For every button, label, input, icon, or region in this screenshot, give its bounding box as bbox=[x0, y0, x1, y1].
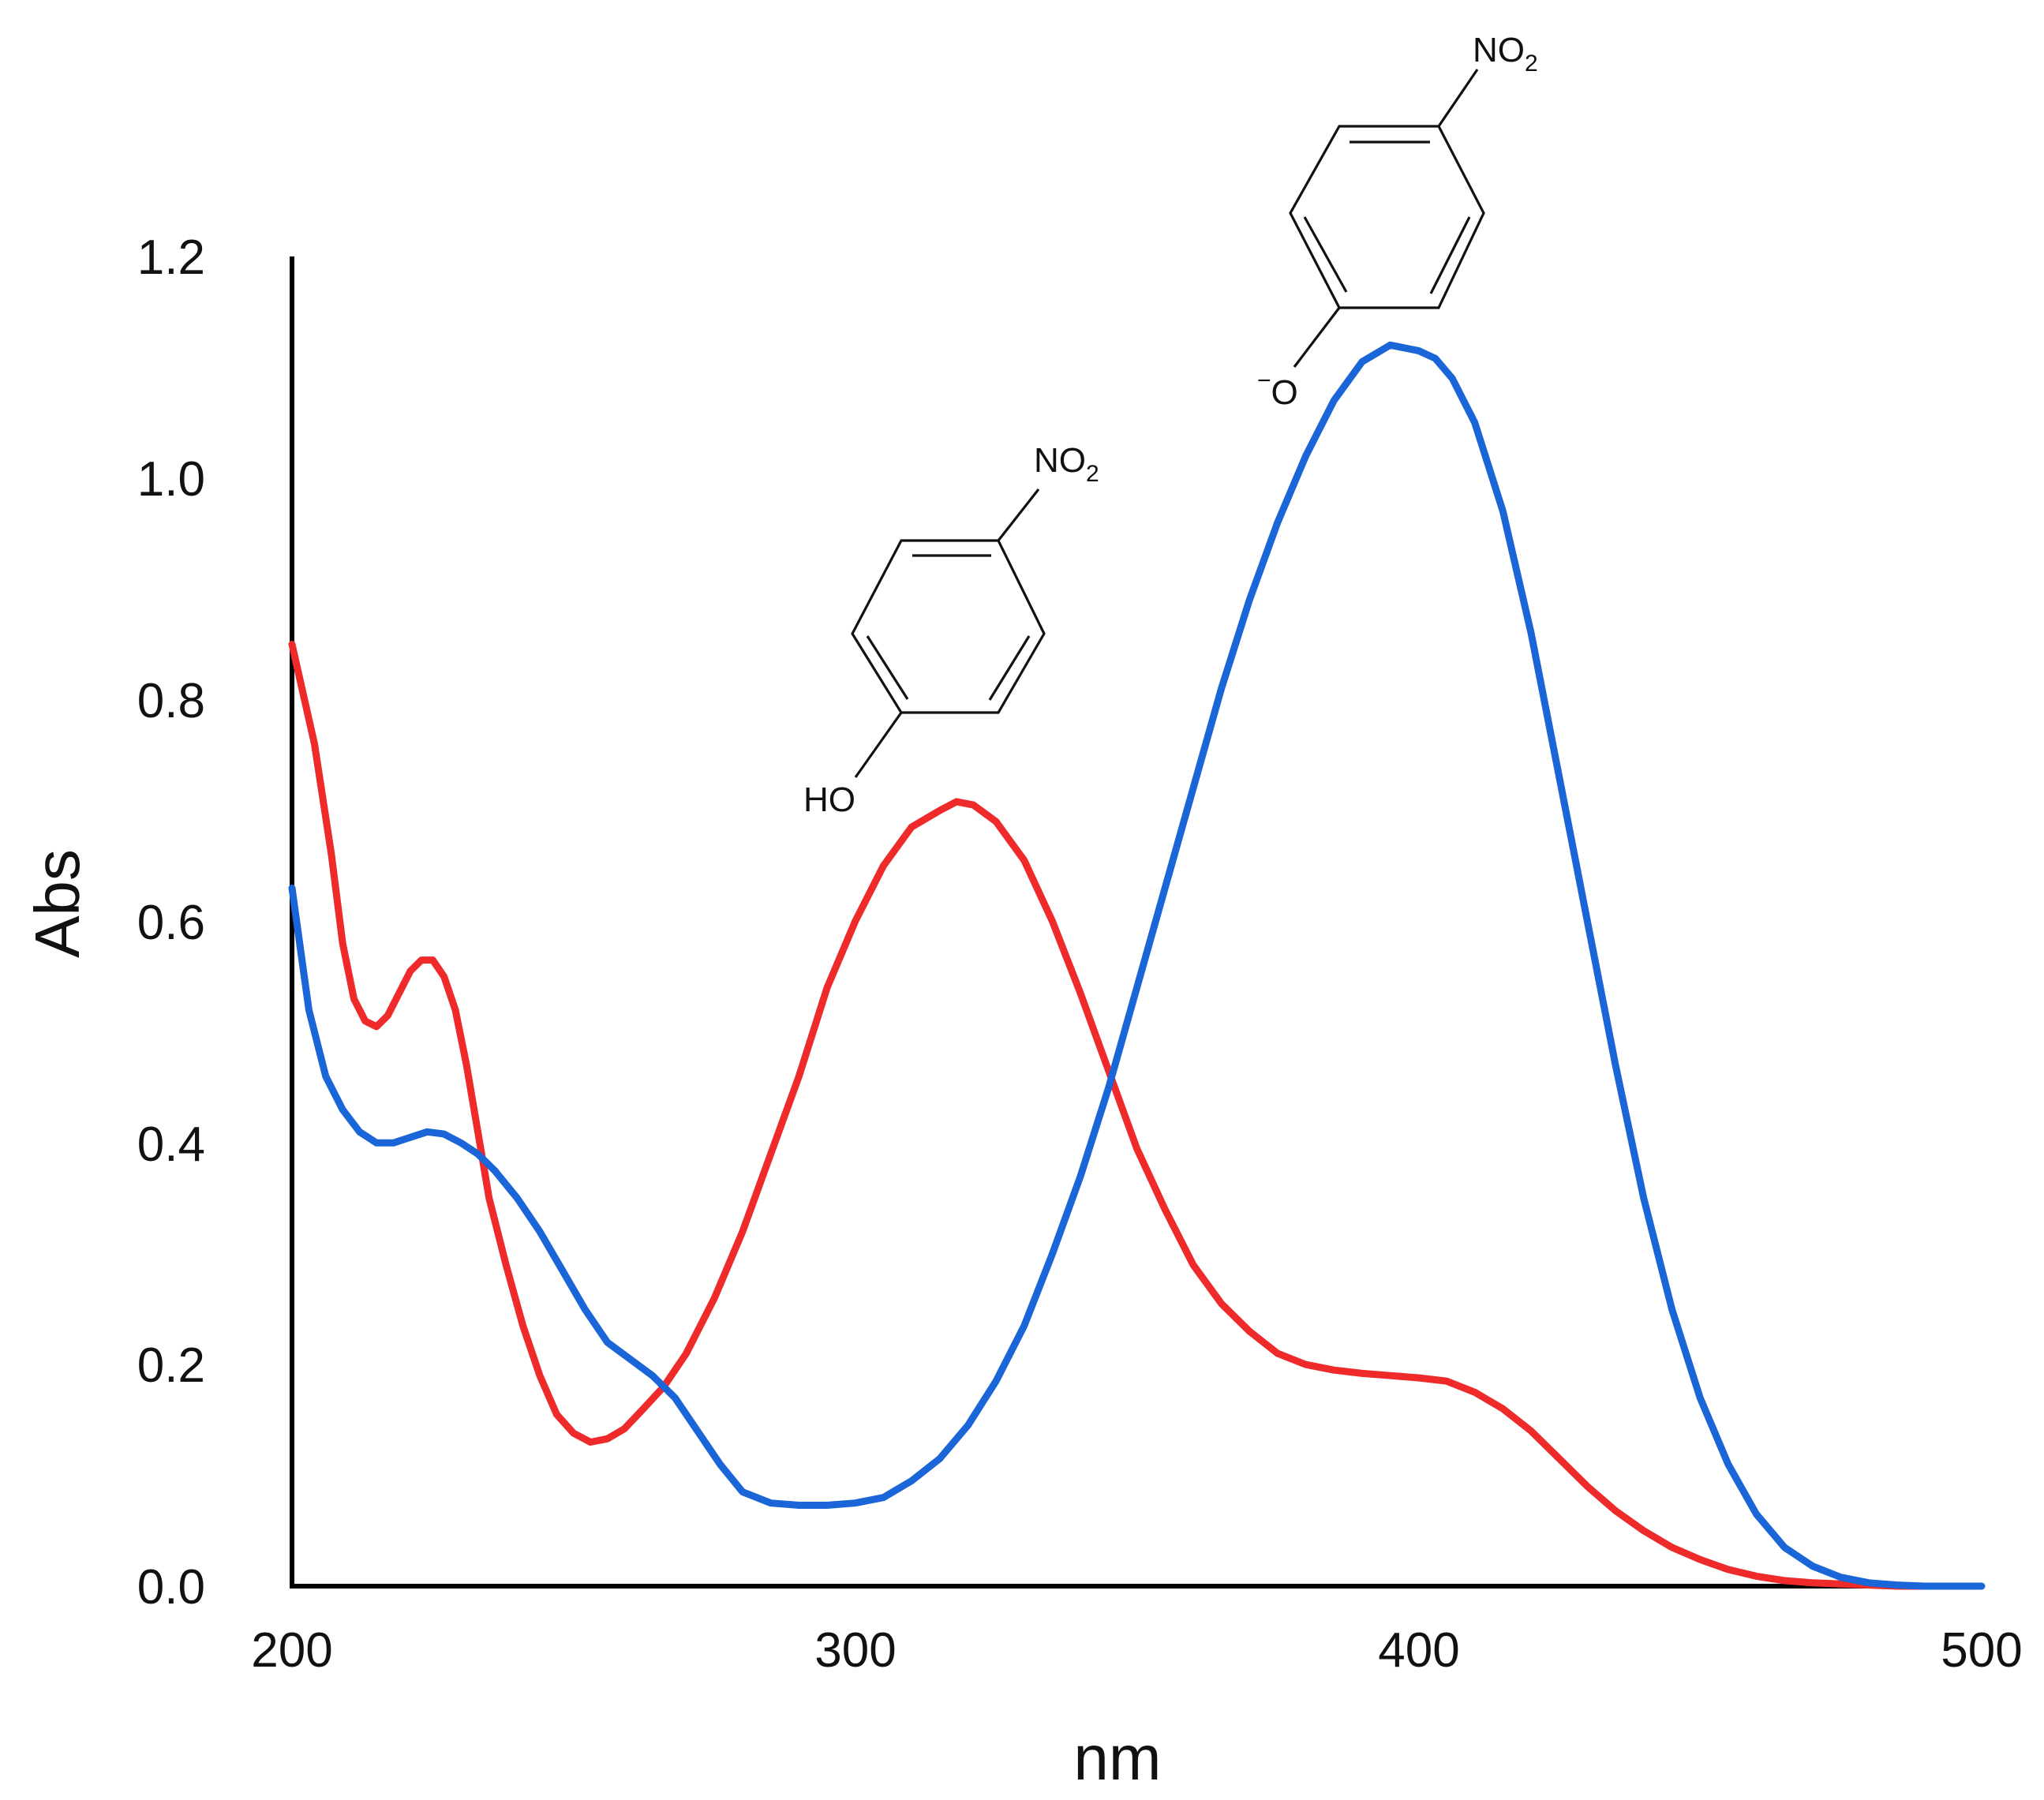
y-axis-title: Abs bbox=[22, 849, 92, 958]
ring-double-bond bbox=[988, 635, 1031, 701]
x-tick-label: 300 bbox=[814, 1623, 896, 1678]
y-tick-label: 0.0 bbox=[137, 1560, 205, 1615]
oxide-bond bbox=[1293, 307, 1341, 368]
negative-charge: − bbox=[1257, 368, 1271, 394]
nitro-bond bbox=[1437, 69, 1479, 127]
structure-4-nitrophenolate: NO2 −O bbox=[1257, 31, 1538, 412]
y-tick-labels: 0.0 0.2 0.4 0.6 0.8 1.0 1.2 bbox=[137, 230, 205, 1615]
y-tick-label: 0.8 bbox=[137, 674, 205, 728]
structure-4-nitrophenol: NO2 HO bbox=[803, 441, 1099, 819]
nitro-subscript: 2 bbox=[1525, 51, 1538, 77]
nitro-subscript: 2 bbox=[1086, 461, 1099, 487]
series-layer bbox=[288, 341, 1986, 1590]
nitro-group: NO bbox=[1034, 441, 1086, 480]
y-tick-label: 1.2 bbox=[137, 230, 205, 285]
nitro-group: NO bbox=[1473, 31, 1525, 69]
x-tick-labels: 200 300 400 500 bbox=[251, 1623, 2022, 1678]
benzene-ring bbox=[1289, 125, 1485, 309]
y-tick-label: 0.4 bbox=[137, 1117, 205, 1172]
ring-double-bond bbox=[1303, 216, 1348, 293]
nitro-label: NO2 bbox=[1473, 31, 1538, 77]
x-tick-label: 500 bbox=[1941, 1623, 2022, 1678]
ring-double-bond bbox=[866, 635, 909, 700]
oxide-atom: O bbox=[1271, 373, 1298, 412]
benzene-ring bbox=[851, 539, 1046, 714]
x-axis-title: nm bbox=[1073, 1723, 1161, 1793]
series-line-red bbox=[288, 641, 1930, 1590]
nitro-label: NO2 bbox=[1034, 441, 1099, 487]
x-tick-label: 200 bbox=[251, 1623, 332, 1678]
x-tick-label: 400 bbox=[1378, 1623, 1459, 1678]
y-tick-label: 0.2 bbox=[137, 1338, 205, 1393]
y-tick-label: 1.0 bbox=[137, 452, 205, 507]
series-line-blue bbox=[288, 341, 1986, 1590]
nitro-bond bbox=[997, 488, 1040, 541]
hydroxyl-bond bbox=[854, 712, 903, 778]
ring-double-bond bbox=[1429, 216, 1471, 294]
oxide-label: −O bbox=[1257, 368, 1298, 412]
hydroxyl-label: HO bbox=[803, 780, 855, 819]
y-tick-label: 0.6 bbox=[137, 896, 205, 950]
